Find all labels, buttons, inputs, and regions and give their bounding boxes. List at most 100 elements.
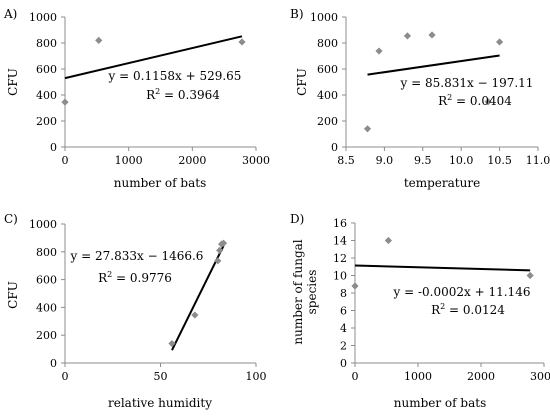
- y-tick-label: 14: [333, 235, 347, 248]
- y-tick-label: 600: [36, 63, 57, 76]
- r-squared-value: = 0.9776: [112, 271, 172, 285]
- y-tick-label: 200: [36, 329, 57, 342]
- data-point: [168, 339, 176, 348]
- r-squared-superscript: 2: [155, 87, 160, 96]
- y-tick-label: 12: [333, 252, 347, 265]
- panel-c: 0 200 400 600 800 1000 0 50 100 y = 27.833x − 146…: [4, 212, 267, 410]
- x-tick-label: 0: [352, 370, 359, 383]
- x-axis-label: number of bats: [114, 176, 206, 190]
- data-point: [238, 38, 246, 46]
- x-axis-label: relative humidity: [108, 396, 212, 410]
- x-tick-label: 0: [62, 154, 69, 167]
- r-squared: R2 = 0.0124: [431, 302, 505, 317]
- x-tick-label: 2000: [467, 370, 495, 383]
- data-point: [61, 98, 69, 106]
- data-point: [214, 257, 222, 265]
- x-tick-label: 10.5: [487, 154, 512, 167]
- y-tick-label: 800: [36, 37, 57, 50]
- r-squared-superscript: 2: [107, 270, 112, 279]
- trendline: [171, 245, 225, 351]
- x-tick-label: 9.5: [414, 154, 432, 167]
- y-tick-label: 0: [50, 357, 57, 370]
- r-squared-value: = 0.3964: [160, 88, 220, 102]
- y-axis-label-text: CFU: [6, 281, 20, 309]
- data-point: [526, 271, 534, 280]
- panel-label: D): [290, 212, 304, 226]
- r-squared-label: R: [438, 94, 448, 108]
- x-tick-label: 3000: [530, 370, 550, 383]
- r-squared: R2 = 0.0404: [438, 93, 512, 108]
- y-tick-label: 0: [331, 141, 338, 154]
- x-axis-label: temperature: [404, 176, 480, 190]
- r-squared: R2 = 0.9776: [98, 270, 172, 285]
- data-point: [384, 236, 392, 245]
- data-point: [484, 98, 492, 106]
- panel-label: A): [3, 7, 17, 21]
- data-point: [403, 32, 412, 40]
- y-tick-label: 400: [36, 301, 57, 314]
- y-tick-label: 600: [317, 63, 338, 76]
- r-squared-value: = 0.0124: [445, 303, 505, 317]
- data-point: [496, 38, 504, 46]
- y-tick-label: 200: [317, 115, 338, 128]
- y-tick-label: 400: [317, 89, 338, 102]
- data-point: [351, 282, 359, 290]
- y-tick-label: 10: [333, 270, 347, 283]
- x-tick-label: 2000: [178, 154, 206, 167]
- x-tick-label: 100: [246, 370, 267, 383]
- y-tick-label: 4: [340, 322, 347, 335]
- y-axis-label: CFU: [295, 68, 309, 96]
- panel-b: 0 200 400 600 800 1000 8.5 9.0 9.5 10.0 10.5 11.0 y …: [290, 7, 550, 190]
- x-tick-label: 11.0: [526, 154, 550, 167]
- y-tick-label: 800: [36, 246, 57, 259]
- r-squared-superscript: 2: [440, 302, 445, 311]
- x-tick-label: 50: [154, 370, 168, 383]
- panel-a: 0 200 400 600 800 1000 0 1000 2000 3000 y = 0.1158…: [3, 7, 270, 190]
- y-tick-label: 1000: [310, 11, 338, 24]
- trendline-equation: y = 85.831x − 197.11: [400, 76, 534, 90]
- y-tick-label: 8: [340, 287, 347, 300]
- r-squared-label: R: [146, 88, 156, 102]
- y-tick-label: 600: [36, 274, 57, 287]
- y-axis-label: CFU: [6, 281, 20, 309]
- data-point: [191, 311, 199, 319]
- x-tick-label: 9.0: [376, 154, 394, 167]
- x-tick-label: 8.5: [337, 154, 355, 167]
- x-tick-label: 3000: [242, 154, 270, 167]
- r-squared-label: R: [98, 271, 108, 285]
- panel-label: B): [290, 7, 304, 21]
- y-tick-label: 200: [36, 115, 57, 128]
- y-tick-label: 400: [36, 89, 57, 102]
- y-tick-label: 2: [340, 340, 347, 353]
- data-point: [363, 125, 372, 133]
- y-tick-label: 800: [317, 37, 338, 50]
- trendline: [354, 264, 531, 272]
- x-tick-label: 1000: [404, 370, 432, 383]
- trendline-equation: y = 27.833x − 1466.6: [70, 249, 204, 263]
- data-point: [95, 36, 103, 44]
- data-point: [216, 246, 224, 255]
- y-tick-label: 6: [340, 305, 347, 318]
- trendline: [64, 35, 243, 80]
- trendline: [367, 54, 500, 76]
- panel-label: C): [4, 212, 18, 226]
- panel-d: 0 2 4 6 8 10 12 14 16 0 1000 2000 3000 y = -0.0002x +…: [290, 212, 550, 410]
- r-squared-value: = 0.0404: [452, 94, 512, 108]
- y-tick-label: 0: [340, 357, 347, 370]
- trendline-equation: y = -0.0002x + 11.146: [393, 285, 531, 299]
- y-tick-label: 0: [50, 141, 57, 154]
- data-point: [375, 47, 383, 55]
- y-tick-label: 16: [333, 217, 347, 230]
- data-point: [219, 239, 228, 247]
- x-tick-label: 1000: [115, 154, 143, 167]
- y-tick-label: 1000: [29, 11, 57, 24]
- r-squared: R2 = 0.3964: [146, 87, 220, 102]
- x-tick-label: 10.0: [449, 154, 474, 167]
- y-axis-label: number of fungal species: [291, 239, 319, 344]
- x-tick-label: 0: [62, 370, 69, 383]
- data-point: [428, 31, 436, 39]
- r-squared-superscript: 2: [447, 93, 452, 102]
- trendline-equation: y = 0.1158x + 529.65: [108, 69, 242, 83]
- y-axis-label-text: CFU: [295, 68, 309, 96]
- y-axis-label-line: species: [305, 270, 319, 315]
